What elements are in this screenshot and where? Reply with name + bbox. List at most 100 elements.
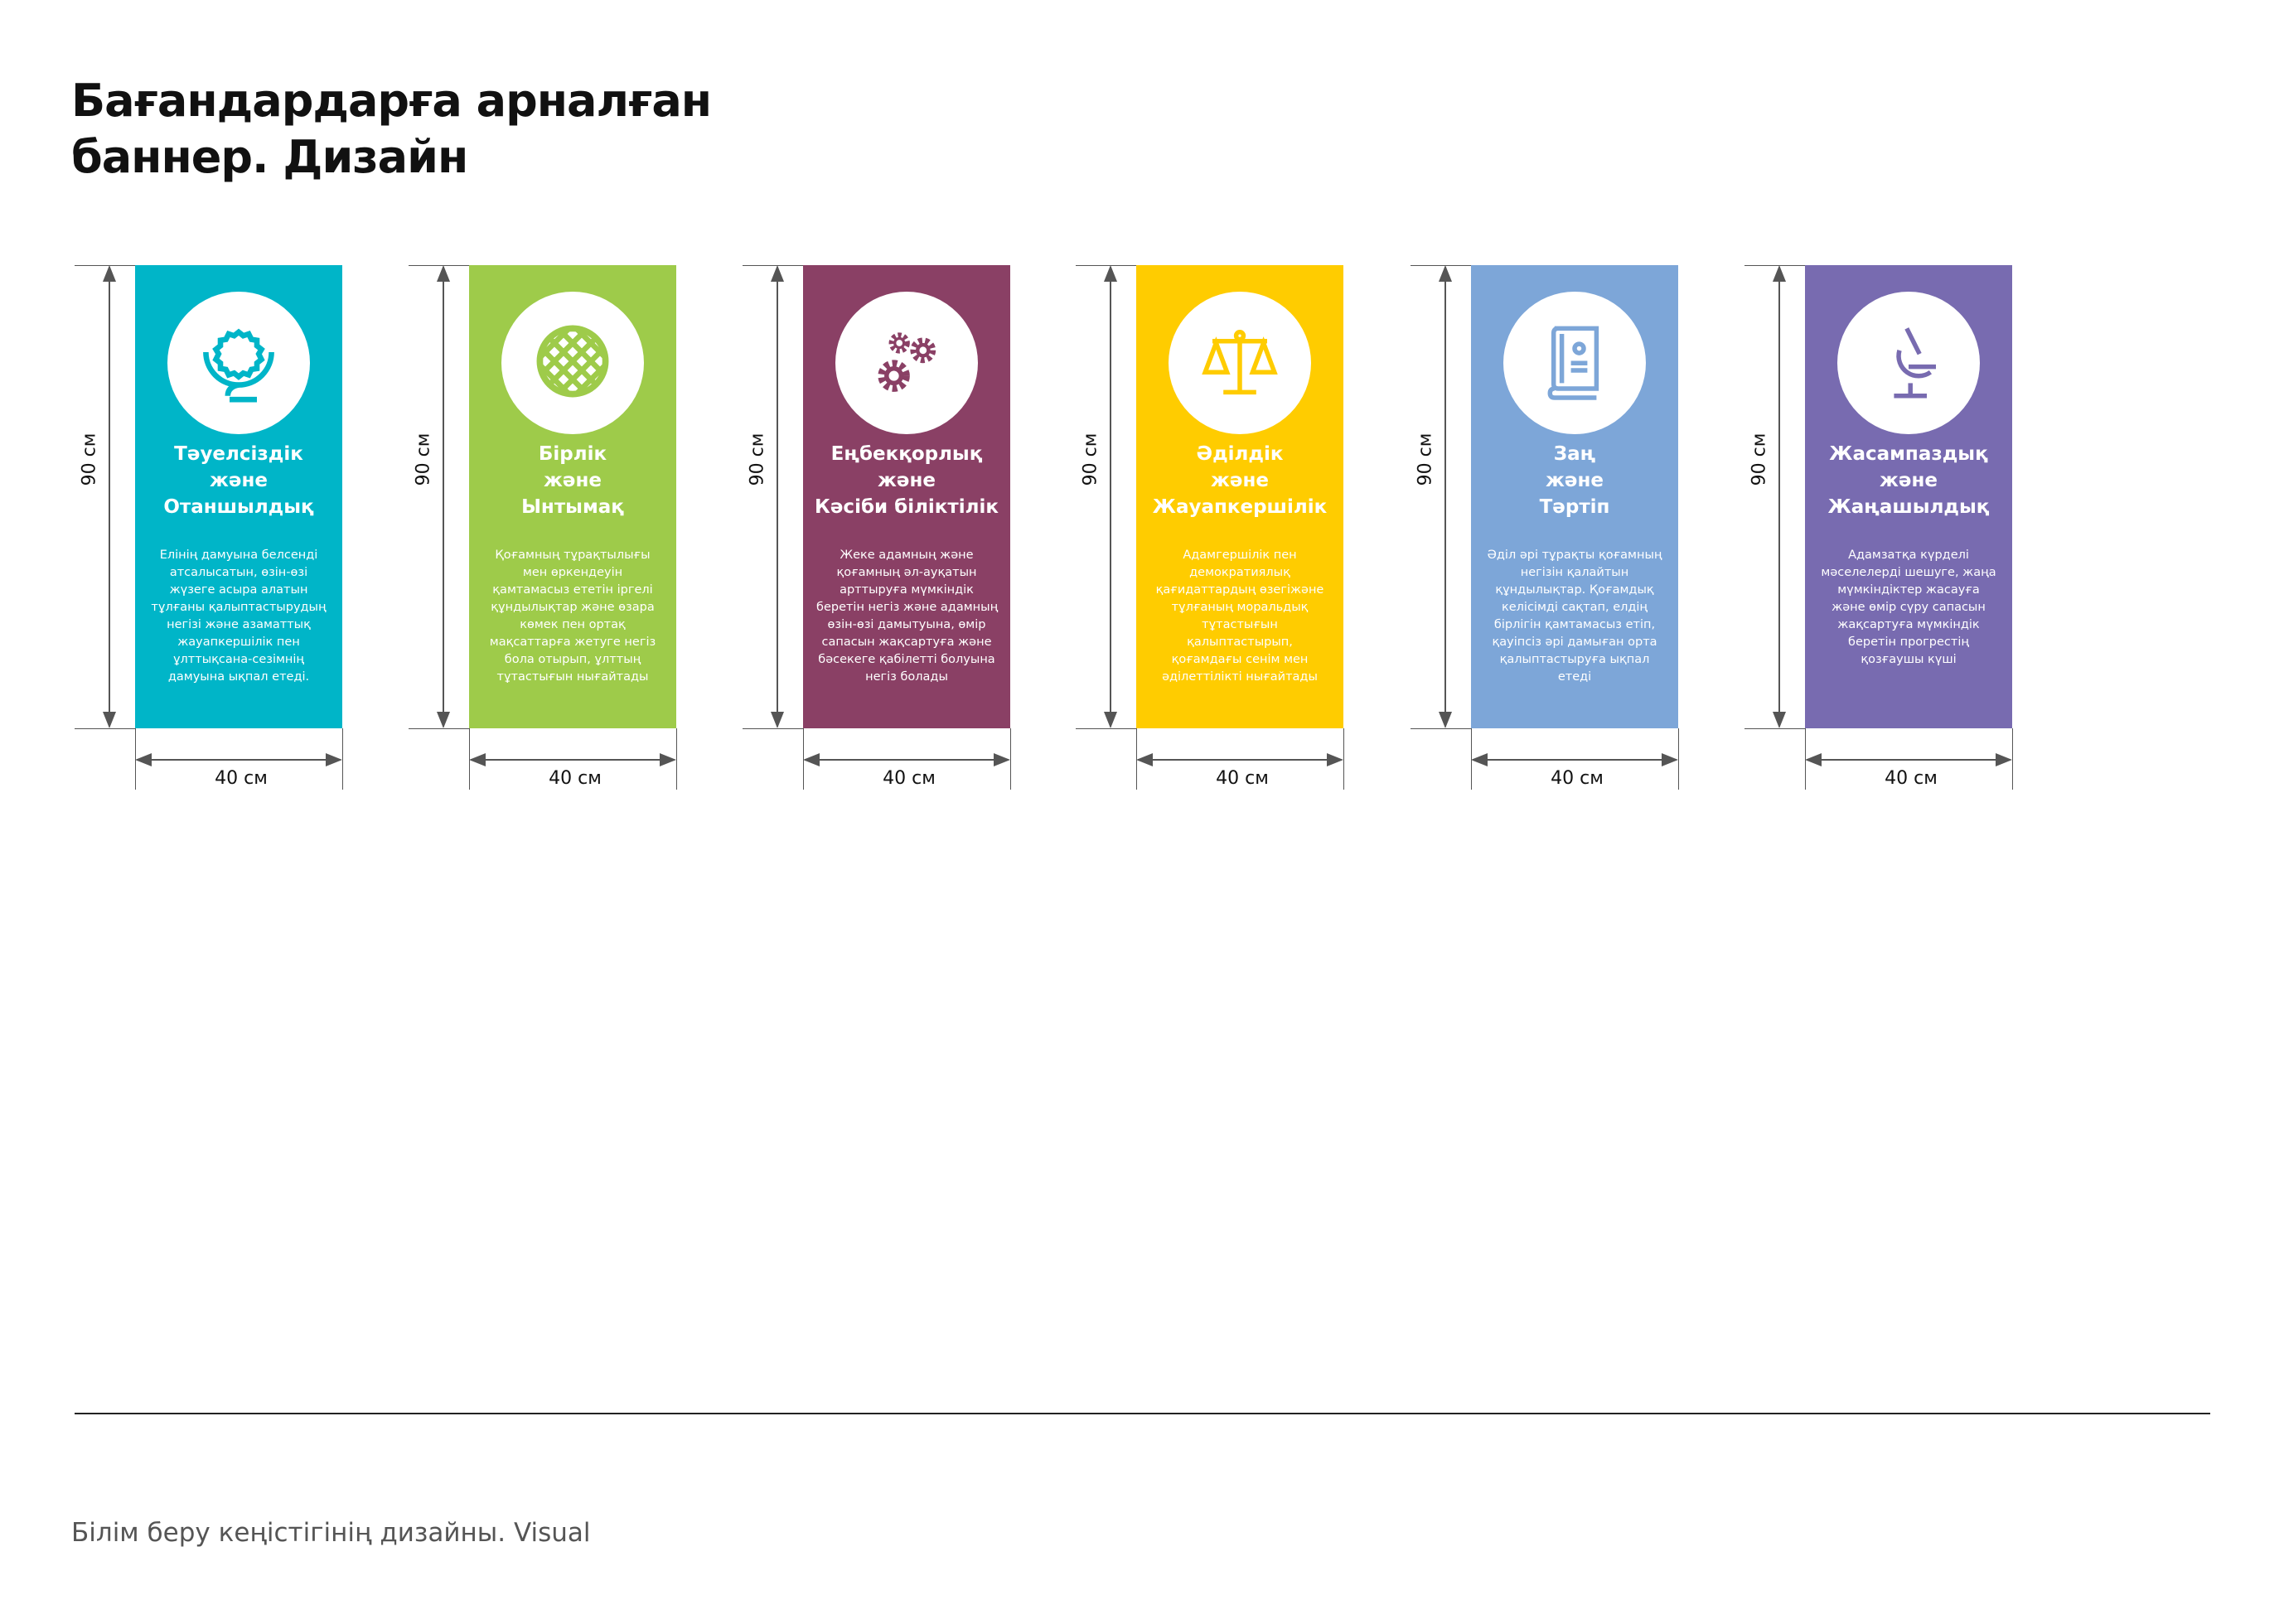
description-line: өзін-өзі дамытуына, өмір bbox=[827, 618, 986, 631]
description-line: келісімді сақтап, елдің bbox=[1501, 601, 1648, 614]
width-dimension-line bbox=[1807, 759, 2011, 761]
height-dimension-line bbox=[1444, 267, 1446, 727]
microscope-icon bbox=[1863, 316, 1954, 410]
arrow-right-icon bbox=[994, 753, 1010, 766]
description-line: дамуына ықпал етеді. bbox=[167, 670, 310, 684]
banner: Заң және Тәртіп Әділ әрі тұрақты қоғамның не… bbox=[1471, 265, 1678, 728]
law-book-icon bbox=[1529, 316, 1620, 410]
banner-title: Тәуелсіздік және Отаншылдық bbox=[135, 441, 342, 520]
description-line: қалыптастырып, bbox=[1187, 636, 1293, 649]
banner-title: Заң және Тәртіп bbox=[1471, 441, 1678, 520]
arrow-right-icon bbox=[1996, 753, 2012, 766]
description-line: тұлғаның моральдық bbox=[1171, 601, 1309, 614]
height-label: 90 см bbox=[1415, 433, 1436, 486]
icon-circle bbox=[1503, 292, 1646, 434]
arrow-left-icon bbox=[1136, 753, 1153, 766]
banner-description: Елінің дамуына белсенді атсалысатын, өзін… bbox=[148, 547, 329, 686]
height-label: 90 см bbox=[747, 433, 768, 486]
description-line: мүмкіндіктер жасауға bbox=[1837, 583, 1980, 597]
banner: Еңбекқорлық және Кәсіби біліктілік Жеке ада… bbox=[803, 265, 1010, 728]
extension-line-right bbox=[1343, 728, 1344, 790]
description-line: бола отырып, ұлттың bbox=[504, 653, 641, 666]
height-label: 90 см bbox=[413, 433, 434, 486]
description-line: қоғамдағы сенім мен bbox=[1171, 653, 1309, 666]
description-line: Жеке адамның және bbox=[840, 549, 974, 562]
icon-circle bbox=[501, 292, 644, 434]
arrow-right-icon bbox=[1662, 753, 1678, 766]
height-dimension-line bbox=[777, 267, 778, 727]
title-line-2: баннер. Дизайн bbox=[71, 131, 468, 183]
extension-line-bottom bbox=[1744, 728, 1805, 729]
arrow-up-icon bbox=[771, 265, 784, 282]
banner-title-line: Жасампаздық bbox=[1829, 443, 1988, 465]
description-line: негізі және азаматтық bbox=[167, 618, 311, 631]
arrow-up-icon bbox=[1773, 265, 1786, 282]
arrow-down-icon bbox=[103, 712, 116, 728]
description-line: етеді bbox=[1557, 670, 1592, 684]
banner-description: Адамзатқа күрделі мәселелерді шешуге, жаң… bbox=[1818, 547, 1999, 669]
arrow-down-icon bbox=[1104, 712, 1117, 728]
width-label: 40 см bbox=[549, 768, 602, 789]
banner-title-line: Бірлік bbox=[538, 443, 607, 465]
banner-description: Адамгершілік пен демократиялық қағидаттард… bbox=[1149, 547, 1330, 686]
description-line: атсалысатын, өзін-өзі bbox=[169, 566, 308, 579]
height-label: 90 см bbox=[1080, 433, 1101, 486]
description-line: Адамзатқа күрделі bbox=[1848, 549, 1969, 562]
arrow-left-icon bbox=[1805, 753, 1822, 766]
icon-circle bbox=[835, 292, 978, 434]
extension-line-right bbox=[1010, 728, 1011, 790]
banner-title: Әділдік және Жауапкершілік bbox=[1136, 441, 1343, 520]
globe-icon bbox=[193, 316, 284, 410]
height-dimension-line bbox=[109, 267, 110, 727]
description-line: Елінің дамуына белсенді bbox=[159, 549, 318, 562]
height-dimension-line bbox=[1110, 267, 1111, 727]
description-line: демократиялық bbox=[1189, 566, 1290, 579]
description-line: қағидаттардың өзегіжәне bbox=[1155, 583, 1324, 597]
width-label: 40 см bbox=[1216, 768, 1269, 789]
arrow-left-icon bbox=[469, 753, 486, 766]
footer-text: Білім беру кеңістігінің дизайны. Visual bbox=[71, 1518, 591, 1548]
icon-circle bbox=[1169, 292, 1311, 434]
banner-description: Жеке адамның және қоғамның әл-ауқатын артт… bbox=[816, 547, 998, 686]
banner: Әділдік және Жауапкершілік Адамгершілік пен… bbox=[1136, 265, 1343, 728]
icon-circle bbox=[167, 292, 310, 434]
banner-description: Әділ әрі тұрақты қоғамның негізін қалайты… bbox=[1484, 547, 1665, 686]
width-label: 40 см bbox=[1551, 768, 1604, 789]
divider bbox=[75, 1413, 2210, 1414]
extension-line-bottom bbox=[409, 728, 469, 729]
arrow-left-icon bbox=[135, 753, 152, 766]
banner-title-line: Жауапкершілік bbox=[1152, 496, 1328, 518]
arrow-down-icon bbox=[437, 712, 450, 728]
banner-title-line: Отаншылдық bbox=[163, 496, 314, 518]
description-line: негізін қалайтын bbox=[1520, 566, 1629, 579]
arrow-left-icon bbox=[1471, 753, 1488, 766]
banner-title: Жасампаздық және Жаңашылдық bbox=[1805, 441, 2012, 520]
description-line: қауіпсіз әрі дамыған орта bbox=[1492, 636, 1657, 649]
description-line: жақсартуға мүмкіндік bbox=[1837, 618, 1980, 631]
banner-title-line: Тәуелсіздік bbox=[174, 443, 303, 465]
extension-line-bottom bbox=[743, 728, 803, 729]
banner-title-line: және bbox=[210, 470, 268, 491]
extension-line-right bbox=[676, 728, 677, 790]
description-line: Қоғамның тұрақтылығы bbox=[495, 549, 651, 562]
description-line: Әділ әрі тұрақты қоғамның bbox=[1487, 549, 1662, 562]
height-dimension-line bbox=[443, 267, 444, 727]
width-label: 40 см bbox=[215, 768, 268, 789]
arrow-right-icon bbox=[660, 753, 676, 766]
arrow-right-icon bbox=[326, 753, 342, 766]
height-dimension-line bbox=[1778, 267, 1780, 727]
arrow-up-icon bbox=[103, 265, 116, 282]
banner-title-line: және bbox=[544, 470, 602, 491]
arrow-down-icon bbox=[1773, 712, 1786, 728]
description-line: Адамгершілік пен bbox=[1183, 549, 1297, 562]
page-title: Бағандардарға арналған баннер. Дизайн bbox=[71, 73, 712, 186]
width-dimension-line bbox=[137, 759, 341, 761]
gears-icon bbox=[861, 316, 952, 410]
description-line: қозғаушы күші bbox=[1861, 653, 1957, 666]
description-line: қоғамның әл-ауқатын bbox=[836, 566, 977, 579]
arrow-up-icon bbox=[437, 265, 450, 282]
banner-title-line: Еңбекқорлық bbox=[830, 443, 983, 465]
description-line: құндылықтар. Қоғамдық bbox=[1495, 583, 1654, 597]
description-line: жүзеге асыра алатын bbox=[169, 583, 308, 597]
width-dimension-line bbox=[1138, 759, 1342, 761]
